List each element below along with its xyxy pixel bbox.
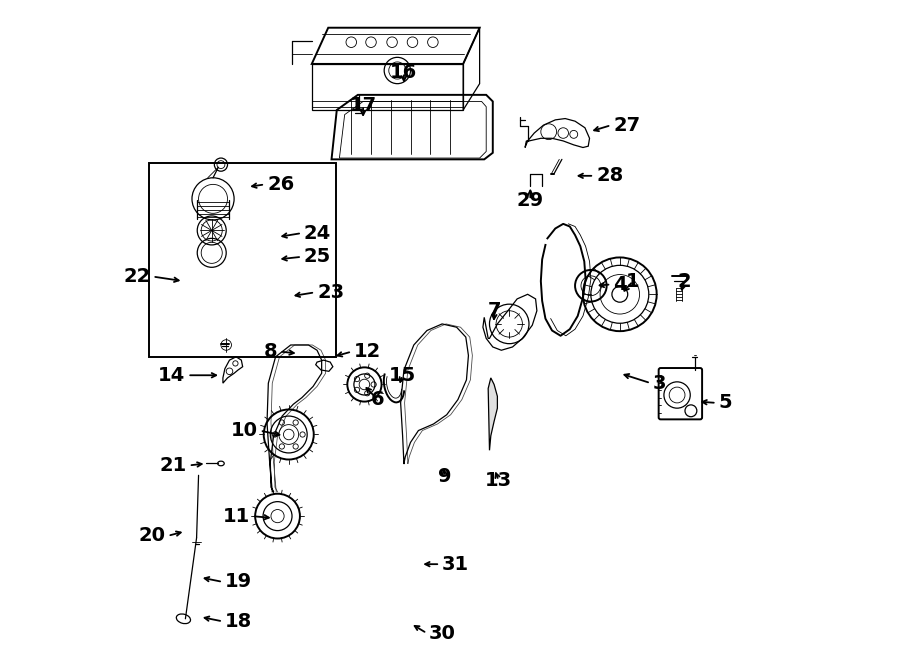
Polygon shape (488, 378, 498, 450)
Text: 14: 14 (158, 366, 185, 385)
Text: 26: 26 (267, 175, 294, 194)
Text: 22: 22 (123, 267, 150, 286)
Text: 31: 31 (442, 555, 469, 574)
Text: 2: 2 (678, 272, 691, 291)
Text: 4: 4 (613, 275, 627, 294)
Text: 17: 17 (349, 96, 377, 115)
Text: 7: 7 (488, 301, 501, 320)
Text: 10: 10 (230, 421, 257, 440)
Text: 11: 11 (222, 506, 250, 525)
Text: 30: 30 (429, 624, 455, 642)
Text: 24: 24 (304, 223, 331, 243)
Text: 25: 25 (304, 247, 331, 266)
Text: 13: 13 (485, 471, 512, 490)
Text: 23: 23 (317, 283, 344, 302)
Text: 8: 8 (264, 342, 277, 361)
Text: 1: 1 (626, 272, 640, 291)
Text: 20: 20 (139, 526, 166, 545)
Text: 29: 29 (517, 190, 544, 210)
Text: 5: 5 (718, 393, 733, 412)
Bar (148, 163, 336, 357)
Text: 12: 12 (354, 342, 381, 361)
Text: 15: 15 (389, 366, 416, 385)
Text: 27: 27 (613, 116, 641, 135)
Text: 6: 6 (371, 390, 384, 409)
Text: 9: 9 (438, 467, 452, 486)
Text: 16: 16 (391, 63, 418, 82)
Text: 18: 18 (225, 612, 252, 631)
Text: 21: 21 (159, 456, 186, 475)
Text: 28: 28 (596, 167, 624, 185)
Text: 19: 19 (225, 572, 252, 592)
Text: 3: 3 (652, 373, 666, 393)
